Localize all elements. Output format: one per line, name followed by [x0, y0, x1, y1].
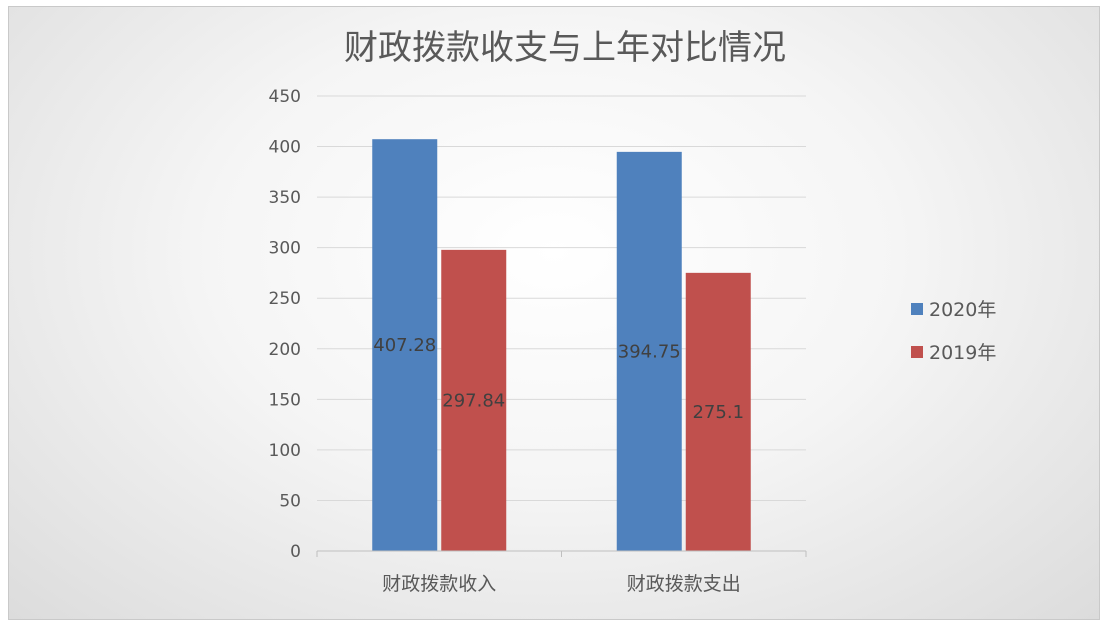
y-tick-label: 350	[269, 188, 301, 208]
y-tick-label: 100	[269, 441, 301, 461]
legend-label: 2020年	[929, 299, 996, 321]
data-label: 407.28	[373, 335, 436, 356]
legend: 2020年 2019年	[911, 299, 996, 364]
y-tick-label: 50	[279, 491, 301, 511]
data-label: 394.75	[618, 341, 681, 362]
bar	[685, 272, 751, 551]
y-axis: 0 50 100 150 200 250 300 350 400 450	[269, 87, 301, 562]
legend-swatch	[911, 346, 923, 358]
y-tick-label: 200	[269, 340, 301, 360]
y-tick-label: 250	[269, 289, 301, 309]
bar-chart: 财政拨款收支与上年对比情况 0 50 100 150 200 250 300 350 400 45…	[269, 28, 997, 595]
y-tick-label: 150	[269, 390, 301, 410]
bar	[616, 151, 682, 551]
y-tick-label: 300	[269, 239, 301, 259]
y-tick-label: 450	[269, 87, 301, 107]
data-labels: 407.28 297.84 394.75 275.1	[373, 335, 744, 423]
y-tick-label: 400	[269, 138, 301, 158]
chart-area: 财政拨款收支与上年对比情况 0 50 100 150 200 250 300 350 400 45…	[8, 6, 1100, 620]
x-axis: 财政拨款收入 财政拨款支出	[316, 550, 807, 595]
data-label: 297.84	[442, 390, 505, 411]
x-category-label: 财政拨款收入	[382, 573, 496, 595]
y-tick-label: 0	[290, 542, 301, 562]
bar	[441, 249, 507, 552]
chart-title: 财政拨款收支与上年对比情况	[344, 28, 786, 68]
x-category-label: 财政拨款支出	[627, 573, 741, 595]
bar	[372, 139, 438, 551]
legend-swatch	[911, 303, 923, 315]
data-label: 275.1	[692, 402, 744, 423]
legend-label: 2019年	[929, 342, 996, 364]
bars	[372, 139, 751, 552]
